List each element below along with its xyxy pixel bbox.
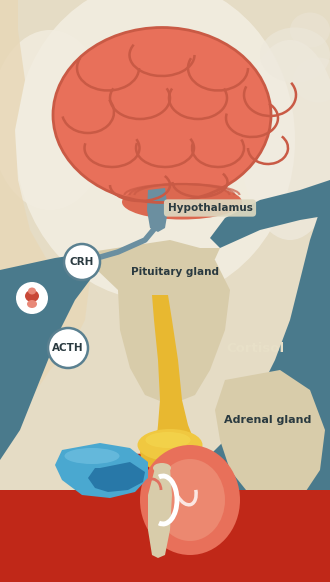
Circle shape — [14, 280, 50, 316]
Circle shape — [64, 244, 100, 280]
Text: Hypothalamus: Hypothalamus — [168, 203, 252, 213]
Polygon shape — [0, 252, 100, 460]
Polygon shape — [210, 180, 330, 248]
Ellipse shape — [153, 463, 171, 473]
Ellipse shape — [138, 429, 203, 461]
Polygon shape — [95, 260, 230, 405]
Circle shape — [48, 328, 88, 368]
Polygon shape — [0, 0, 90, 460]
Ellipse shape — [53, 27, 271, 203]
Ellipse shape — [25, 290, 39, 302]
Polygon shape — [140, 428, 200, 468]
Ellipse shape — [293, 58, 330, 102]
Text: CRH: CRH — [70, 257, 94, 267]
Ellipse shape — [0, 30, 110, 210]
Ellipse shape — [28, 288, 36, 294]
Circle shape — [16, 282, 48, 314]
Polygon shape — [152, 295, 198, 468]
Polygon shape — [55, 443, 148, 498]
Polygon shape — [88, 462, 145, 492]
Ellipse shape — [240, 40, 330, 240]
Polygon shape — [0, 490, 330, 582]
Polygon shape — [147, 188, 168, 232]
Text: ACTH: ACTH — [52, 343, 84, 353]
Polygon shape — [90, 240, 220, 395]
Text: Pituitary gland: Pituitary gland — [131, 267, 219, 277]
Ellipse shape — [27, 300, 37, 308]
Polygon shape — [185, 180, 330, 582]
Ellipse shape — [122, 184, 242, 219]
Polygon shape — [95, 452, 235, 548]
Polygon shape — [215, 370, 325, 510]
Text: Cortisol: Cortisol — [226, 342, 284, 354]
Ellipse shape — [155, 459, 225, 541]
Polygon shape — [75, 452, 135, 545]
Ellipse shape — [290, 12, 330, 48]
Ellipse shape — [64, 448, 119, 464]
Ellipse shape — [146, 432, 190, 448]
Ellipse shape — [15, 0, 295, 300]
Text: Adrenal gland: Adrenal gland — [224, 415, 312, 425]
Polygon shape — [148, 468, 172, 558]
Ellipse shape — [260, 27, 330, 83]
Ellipse shape — [140, 445, 240, 555]
